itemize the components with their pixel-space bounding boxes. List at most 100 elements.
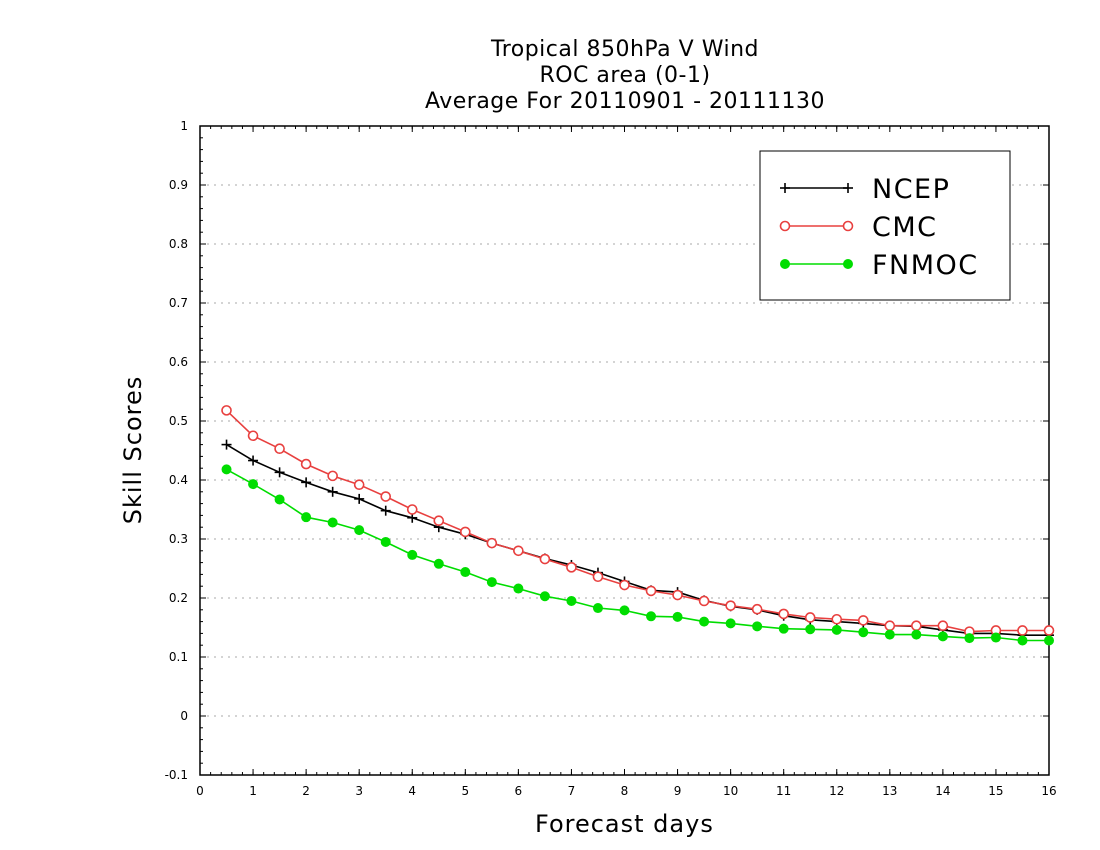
data-point-cmc [698, 595, 710, 607]
data-point-fnmoc [248, 479, 259, 490]
legend-label-fnmoc: FNMOC [872, 250, 979, 281]
y-tick-label: 0.2 [169, 591, 188, 605]
data-point-fnmoc [327, 517, 338, 528]
plot-frame [199, 125, 1050, 776]
legend-marker-fnmoc [780, 259, 790, 269]
data-point-cmc [380, 491, 392, 502]
data-point-fnmoc [964, 633, 975, 644]
x-tick-label: 16 [1041, 784, 1056, 798]
data-point-fnmoc [911, 629, 922, 640]
data-point-cmc [645, 585, 657, 597]
chart-title-line-1: Tropical 850hPa V Wind [490, 37, 759, 62]
data-point-fnmoc [858, 627, 869, 638]
legend-marker-cmc [779, 220, 791, 232]
y-tick-label: 0.3 [169, 532, 188, 546]
x-tick-label: 7 [568, 784, 576, 798]
x-tick-label: 10 [723, 784, 738, 798]
data-point-fnmoc [778, 623, 789, 634]
data-point-fnmoc [990, 632, 1001, 643]
data-point-cmc [433, 515, 445, 527]
x-tick-label: 8 [621, 784, 629, 798]
y-tick-label: 0 [180, 709, 188, 723]
data-point-fnmoc [221, 464, 232, 475]
series-line-cmc [225, 409, 1049, 633]
x-tick-label: 11 [776, 784, 791, 798]
data-point-fnmoc [513, 583, 524, 594]
data-point-cmc [247, 430, 259, 442]
data-point-fnmoc [407, 549, 418, 560]
legend-label-cmc: CMC [872, 212, 938, 243]
data-point-fnmoc [380, 536, 391, 547]
data-point-fnmoc [672, 611, 683, 622]
y-tick-label: 0.7 [169, 296, 188, 310]
data-point-fnmoc [619, 605, 630, 616]
chart-title-line-2: ROC area (0-1) [539, 63, 711, 88]
data-point-fnmoc [592, 603, 603, 614]
data-point-fnmoc [274, 494, 285, 505]
legend-marker-ncep [780, 183, 790, 193]
data-point-cmc [460, 526, 471, 538]
y-tick-label: 0.6 [169, 355, 188, 369]
data-point-cmc [1043, 625, 1055, 636]
data-point-fnmoc [725, 618, 736, 629]
data-point-ncep [248, 455, 259, 466]
data-point-ncep [274, 467, 285, 478]
data-point-fnmoc [460, 567, 471, 578]
x-tick-label: 6 [515, 784, 523, 798]
data-point-cmc [911, 620, 922, 632]
x-tick-label: 9 [674, 784, 682, 798]
series-lines [221, 405, 1055, 646]
legend-marker-ncep [843, 183, 853, 193]
data-point-fnmoc [354, 525, 365, 536]
data-point-fnmoc [805, 624, 816, 635]
data-point-cmc [274, 443, 285, 455]
x-tick-label: 2 [302, 784, 310, 798]
data-point-fnmoc [937, 631, 948, 642]
data-point-cmc [592, 571, 604, 583]
series-line-ncep [226, 443, 1049, 637]
data-point-fnmoc [699, 616, 710, 627]
legend-marker-cmc [842, 220, 854, 232]
data-point-fnmoc [566, 595, 577, 606]
data-point-ncep [301, 477, 312, 488]
x-tick-label: 1 [249, 784, 257, 798]
data-point-fnmoc [301, 512, 312, 523]
legend: NCEP CMC FNMOC [759, 150, 1011, 301]
y-tick-label: 0.9 [169, 178, 188, 192]
y-tick-label: 0.1 [169, 650, 188, 664]
x-tick-label: 0 [196, 784, 204, 798]
legend-label-ncep: NCEP [872, 174, 950, 205]
data-point-cmc [566, 562, 577, 573]
data-point-fnmoc [752, 621, 763, 632]
data-point-ncep [354, 493, 365, 504]
data-point-cmc [751, 603, 763, 615]
y-axis-label: Skill Scores [119, 375, 147, 525]
x-tick-label: 3 [355, 784, 363, 798]
data-point-cmc [619, 579, 630, 591]
x-tick-label: 15 [988, 784, 1003, 798]
x-tick-label: 14 [935, 784, 950, 798]
x-tick-label: 13 [882, 784, 897, 798]
x-tick-label: 12 [829, 784, 844, 798]
data-point-fnmoc [884, 629, 895, 640]
series-line-fnmoc [226, 468, 1049, 642]
data-point-cmc [725, 600, 736, 611]
data-point-fnmoc [831, 624, 842, 635]
data-point-fnmoc [486, 577, 497, 588]
y-tick-label: -0.1 [165, 768, 188, 782]
data-point-ncep [221, 439, 232, 450]
data-point-cmc [857, 615, 869, 626]
data-point-cmc [831, 613, 843, 625]
data-point-ncep [380, 505, 391, 516]
legend-marker-fnmoc [843, 259, 853, 269]
data-point-cmc [221, 405, 232, 416]
y-tick-label: 0.4 [169, 473, 188, 487]
data-point-cmc [884, 620, 896, 632]
data-point-fnmoc [1044, 635, 1054, 646]
y-tick-label: 0.8 [169, 237, 188, 251]
data-point-cmc [406, 504, 418, 515]
x-axis-label: Forecast days [535, 810, 714, 838]
data-point-fnmoc [433, 558, 444, 569]
chart-title-line-3: Average For 20110901 - 20111130 [424, 89, 826, 114]
